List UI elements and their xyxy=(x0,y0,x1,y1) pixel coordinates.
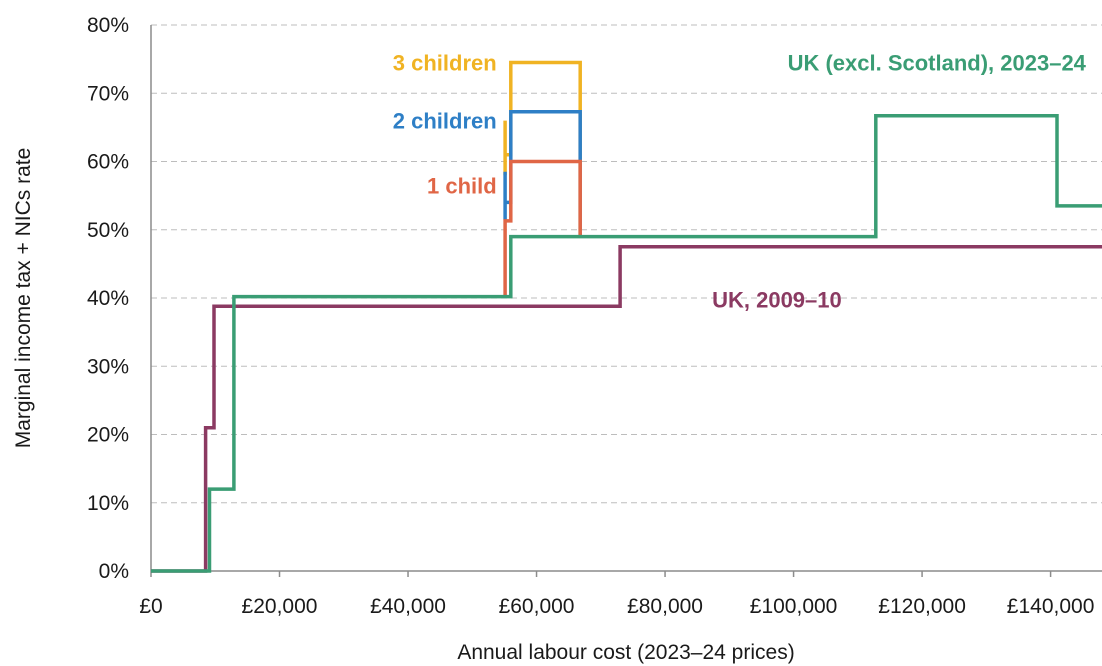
y-tick-label: 30% xyxy=(87,355,129,378)
x-tick-label: £80,000 xyxy=(627,595,703,618)
y-tick-label: 80% xyxy=(87,14,129,37)
tick-labels: 0% 10% 20% 30% 40% 50% 60% 70% 80% £0 £20,000 £40,0… xyxy=(87,14,1094,618)
series-label-uk-2009-10: UK, 2009–10 xyxy=(712,287,842,312)
x-tick-label: £140,000 xyxy=(1007,595,1095,618)
y-tick-label: 60% xyxy=(87,151,129,174)
y-tick-label: 0% xyxy=(99,560,129,583)
axes xyxy=(150,25,1102,577)
y-tick-label: 20% xyxy=(87,424,129,447)
series-line-uk-excl-scotland-2023-24 xyxy=(151,114,1102,573)
series-lines xyxy=(151,60,1102,573)
series-label-uk-excl-scotland-2023-24: UK (excl. Scotland), 2023–24 xyxy=(788,51,1087,76)
x-tick-label: £120,000 xyxy=(878,595,966,618)
series-line-1-child xyxy=(503,159,582,297)
y-tick-label: 70% xyxy=(87,82,129,105)
y-axis-title: Marginal income tax + NICs rate xyxy=(12,148,35,449)
series-label-2-children: 2 children xyxy=(393,109,497,134)
y-tick-label: 10% xyxy=(87,492,129,515)
x-axis-title: Annual labour cost (2023–24 prices) xyxy=(457,641,794,664)
x-tick-label: £60,000 xyxy=(499,595,575,618)
series-label-1-child: 1 child xyxy=(427,173,497,198)
x-tick-label: £20,000 xyxy=(242,595,318,618)
gridlines xyxy=(151,24,1102,504)
series-labels: 3 children 2 children 1 child UK (excl. Sco… xyxy=(393,51,1087,313)
y-tick-label: 50% xyxy=(87,219,129,242)
x-tick-label: £40,000 xyxy=(370,595,446,618)
series-line-2-children xyxy=(503,109,582,237)
series-line-3-children xyxy=(503,60,582,237)
x-tick-label: £100,000 xyxy=(750,595,838,618)
y-tick-label: 40% xyxy=(87,287,129,310)
x-tick-label: £0 xyxy=(139,595,162,618)
series-line-uk-2009-10 xyxy=(151,245,1102,573)
series-label-3-children: 3 children xyxy=(393,51,497,76)
